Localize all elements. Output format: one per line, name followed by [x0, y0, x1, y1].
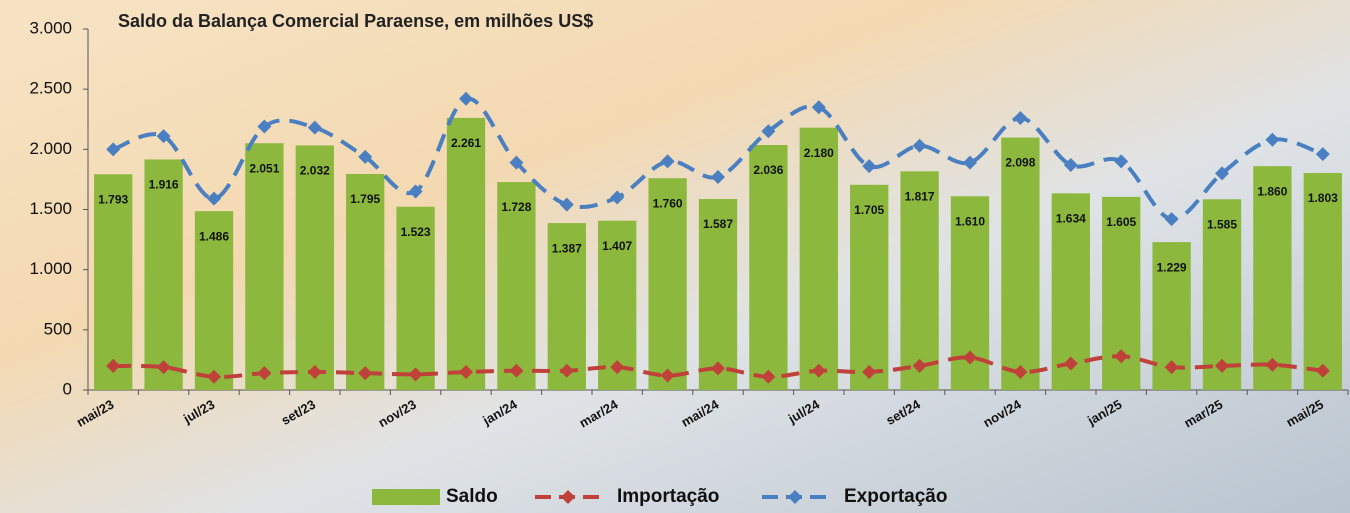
data-label: 1.634	[1056, 212, 1086, 226]
bar	[749, 145, 787, 390]
bar	[1001, 138, 1039, 390]
bar	[1304, 173, 1342, 390]
page: {"chart_data": {"type": "bar-line", "tit…	[0, 0, 1350, 513]
bar	[800, 128, 838, 390]
data-label: 1.760	[653, 196, 683, 210]
data-label: 1.407	[602, 239, 632, 253]
data-label: 1.728	[501, 200, 531, 214]
data-label: 1.523	[401, 225, 431, 239]
bar	[94, 174, 132, 390]
data-label: 2.261	[451, 136, 481, 150]
legend-label: Exportação	[844, 486, 947, 507]
y-tick-label: 2.000	[29, 139, 72, 158]
data-label: 1.705	[854, 203, 884, 217]
legend-label: Saldo	[446, 486, 498, 507]
bar	[900, 171, 938, 390]
data-label: 1.860	[1257, 184, 1287, 198]
y-tick-label: 3.000	[29, 18, 72, 37]
data-label: 1.793	[98, 192, 128, 206]
data-label: 1.486	[199, 229, 229, 243]
bar	[447, 118, 485, 390]
bar	[296, 145, 334, 390]
legend-swatch	[372, 489, 440, 505]
data-label: 1.605	[1106, 215, 1136, 229]
data-label: 2.036	[753, 163, 783, 177]
data-label: 1.229	[1157, 260, 1187, 274]
bar	[1253, 166, 1291, 390]
data-label: 1.587	[703, 217, 733, 231]
y-tick-label: 500	[44, 319, 72, 338]
data-label: 1.817	[905, 190, 935, 204]
bar	[144, 159, 182, 390]
chart: Saldo da Balança Comercial Paraense, em …	[0, 0, 1350, 513]
data-label: 1.387	[552, 241, 582, 255]
y-tick-label: 1.500	[29, 199, 72, 218]
chart-title: Saldo da Balança Comercial Paraense, em …	[118, 11, 593, 31]
data-label: 2.098	[1005, 156, 1035, 170]
y-tick-label: 1.000	[29, 259, 72, 278]
data-label: 1.795	[350, 192, 380, 206]
data-label: 2.032	[300, 164, 330, 178]
data-label: 1.916	[149, 178, 179, 192]
data-label: 2.180	[804, 146, 834, 160]
y-tick-label: 2.500	[29, 79, 72, 98]
data-label: 1.585	[1207, 217, 1237, 231]
data-label: 2.051	[249, 161, 279, 175]
data-label: 1.610	[955, 214, 985, 228]
bar	[346, 174, 384, 390]
legend-label: Importação	[617, 486, 719, 507]
data-label: 1.803	[1308, 191, 1338, 205]
y-tick-label: 0	[63, 379, 72, 398]
bar	[245, 143, 283, 390]
